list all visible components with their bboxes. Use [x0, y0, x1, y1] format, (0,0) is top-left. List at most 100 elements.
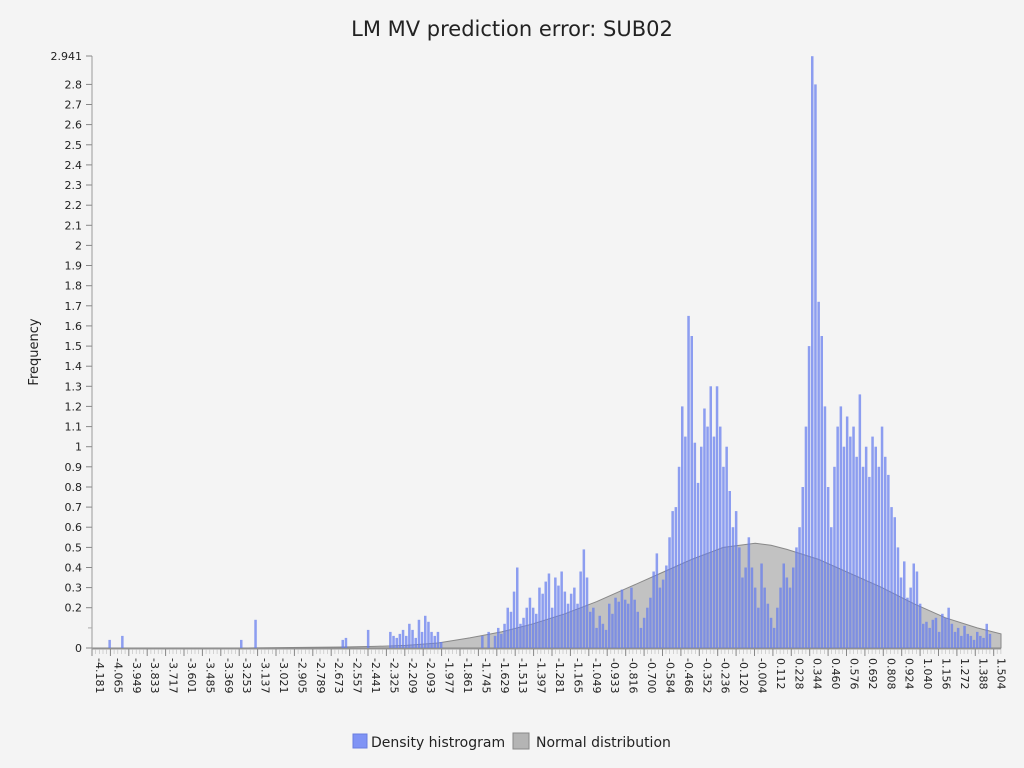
histogram-bar[interactable] [763, 587, 766, 648]
histogram-bar[interactable] [836, 426, 839, 648]
histogram-bar[interactable] [709, 386, 713, 648]
histogram-bar[interactable] [509, 611, 513, 648]
histogram-bar[interactable] [741, 577, 744, 649]
histogram-bar[interactable] [240, 639, 243, 648]
histogram-bar[interactable] [947, 607, 950, 648]
histogram-bar[interactable] [569, 593, 573, 648]
histogram-bar[interactable] [731, 527, 735, 648]
histogram-bar[interactable] [953, 631, 957, 648]
histogram-bar[interactable] [931, 619, 935, 648]
histogram-bar[interactable] [254, 619, 257, 648]
histogram-bar[interactable] [725, 446, 728, 648]
histogram-bar[interactable] [576, 603, 579, 648]
histogram-bar[interactable] [925, 621, 928, 648]
histogram-bar[interactable] [420, 631, 424, 648]
histogram-bar[interactable] [614, 597, 617, 648]
histogram-bar[interactable] [982, 637, 985, 648]
histogram-bar[interactable] [896, 547, 900, 648]
histogram-bar[interactable] [493, 635, 497, 648]
histogram-bar[interactable] [623, 599, 627, 648]
histogram-bar[interactable] [906, 597, 909, 648]
histogram-bar[interactable] [366, 629, 370, 648]
histogram-bar[interactable] [598, 615, 602, 648]
histogram-bar[interactable] [687, 315, 690, 648]
histogram-bar[interactable] [541, 593, 544, 648]
histogram-bar[interactable] [852, 426, 855, 648]
histogram-bar[interactable] [519, 623, 522, 648]
histogram-bar[interactable] [979, 635, 982, 648]
histogram-bar[interactable] [779, 587, 782, 648]
histogram-bar[interactable] [912, 563, 916, 649]
histogram-bar[interactable] [522, 617, 525, 648]
histogram-bar[interactable] [820, 336, 824, 648]
histogram-bar[interactable] [436, 631, 440, 648]
histogram-bar[interactable] [807, 346, 811, 648]
histogram-bar[interactable] [795, 547, 798, 648]
histogram-bar[interactable] [874, 446, 878, 648]
histogram-bar[interactable] [969, 635, 973, 648]
histogram-bar[interactable] [858, 394, 862, 648]
histogram-bar[interactable] [646, 607, 649, 648]
histogram-bar[interactable] [677, 466, 681, 648]
histogram-bar[interactable] [573, 587, 576, 648]
histogram-bar[interactable] [769, 617, 773, 648]
histogram-bar[interactable] [722, 466, 725, 648]
histogram-bar[interactable] [706, 426, 709, 648]
histogram-bar[interactable] [121, 635, 124, 648]
histogram-bar[interactable] [681, 406, 684, 648]
histogram-bar[interactable] [487, 631, 490, 648]
histogram-bar[interactable] [738, 547, 741, 648]
histogram-bar[interactable] [627, 603, 630, 648]
histogram-bar[interactable] [411, 629, 414, 648]
histogram-bar[interactable] [976, 631, 979, 648]
histogram-bar[interactable] [531, 607, 535, 648]
histogram-bar[interactable] [512, 591, 516, 648]
histogram-bar[interactable] [417, 619, 421, 648]
histogram-bar[interactable] [649, 597, 652, 648]
histogram-bar[interactable] [554, 577, 557, 649]
legend-item-histogram[interactable]: Density histrogram [352, 733, 505, 751]
histogram-bar[interactable] [845, 416, 849, 649]
histogram-bar[interactable] [500, 633, 503, 648]
histogram-bar[interactable] [652, 571, 655, 649]
histogram-bar[interactable] [592, 607, 595, 648]
histogram-bar[interactable] [563, 591, 567, 648]
legend-item-normal[interactable]: Normal distribution [512, 732, 671, 751]
histogram-bar[interactable] [611, 613, 614, 648]
histogram-bar[interactable] [696, 482, 700, 648]
histogram-bar[interactable] [703, 408, 706, 649]
histogram-bar[interactable] [766, 603, 770, 648]
histogram-bar[interactable] [665, 565, 668, 649]
histogram-bar[interactable] [636, 611, 640, 648]
histogram-bar[interactable] [909, 587, 912, 648]
histogram-bar[interactable] [589, 611, 592, 648]
histogram-bar[interactable] [826, 487, 830, 648]
histogram-bar[interactable] [811, 56, 814, 648]
histogram-bar[interactable] [585, 577, 589, 649]
histogram-bar[interactable] [633, 599, 636, 648]
histogram-bar[interactable] [535, 613, 538, 648]
histogram-bar[interactable] [392, 635, 395, 648]
histogram-bar[interactable] [620, 589, 624, 648]
histogram-bar[interactable] [395, 637, 399, 648]
histogram-bar[interactable] [547, 573, 551, 649]
histogram-bar[interactable] [658, 587, 662, 648]
histogram-bar[interactable] [544, 581, 548, 648]
histogram-bar[interactable] [595, 627, 598, 648]
histogram-bar[interactable] [560, 571, 563, 649]
histogram-bar[interactable] [747, 537, 751, 648]
histogram-bar[interactable] [864, 446, 868, 648]
histogram-bar[interactable] [506, 607, 510, 648]
histogram-bar[interactable] [922, 623, 925, 648]
histogram-bar[interactable] [937, 631, 941, 648]
histogram-bar[interactable] [776, 607, 779, 648]
histogram-bar[interactable] [934, 617, 938, 648]
histogram-bar[interactable] [792, 567, 795, 649]
histogram-bar[interactable] [988, 633, 992, 648]
histogram-bar[interactable] [700, 446, 703, 648]
histogram-bar[interactable] [788, 587, 792, 648]
histogram-bar[interactable] [481, 635, 484, 648]
histogram-bar[interactable] [414, 637, 418, 648]
histogram-bar[interactable] [528, 597, 532, 648]
histogram-bar[interactable] [630, 587, 633, 648]
